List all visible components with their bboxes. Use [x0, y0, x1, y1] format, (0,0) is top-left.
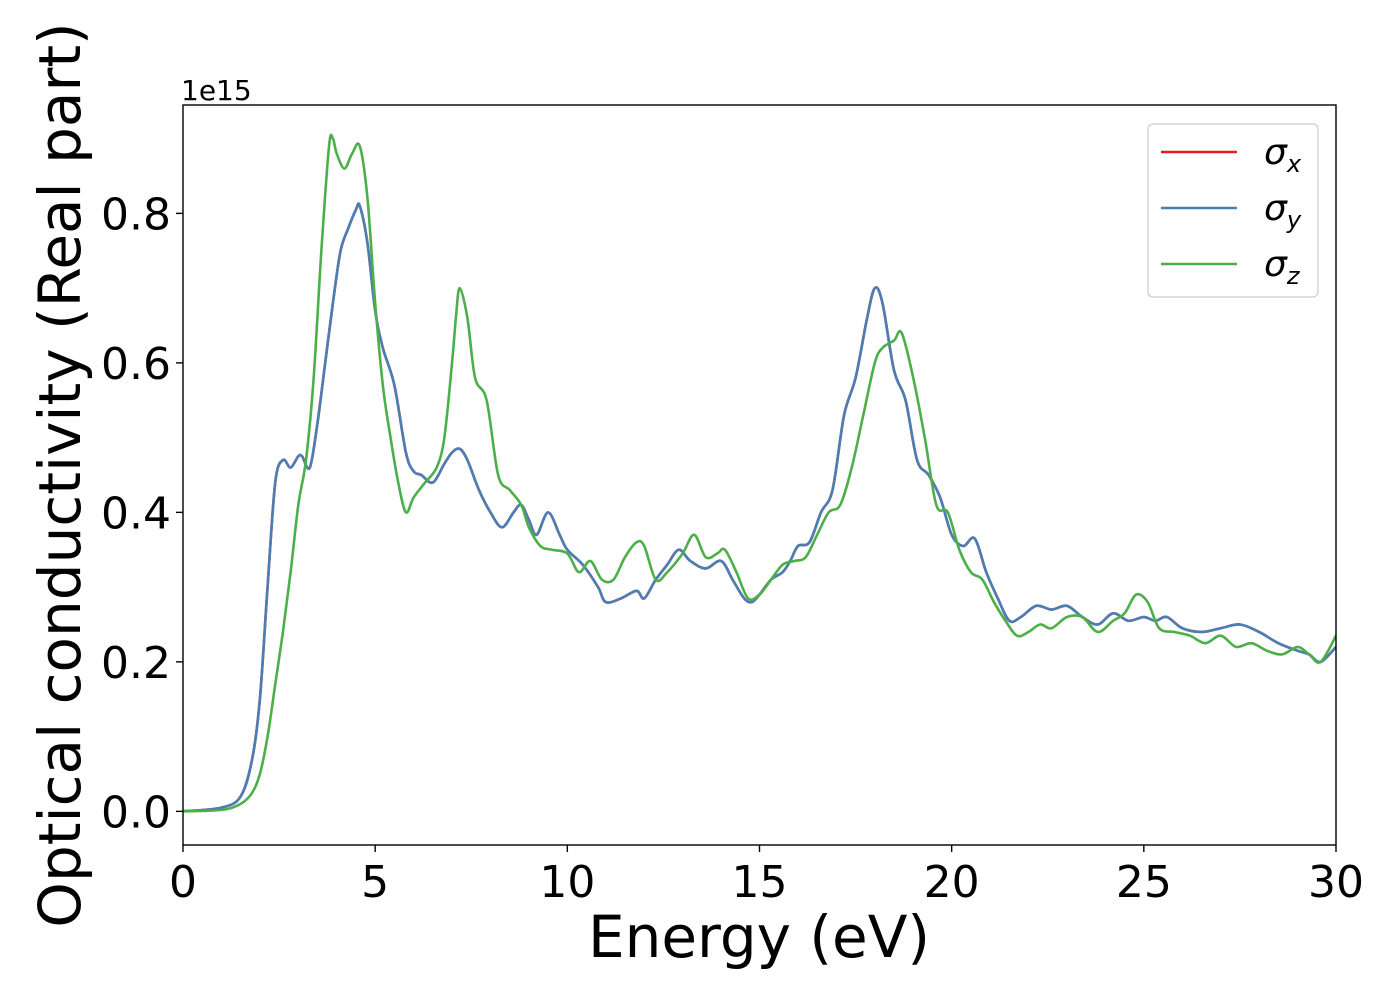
y-tick-label: 0.8	[101, 189, 171, 240]
x-tick-label: 10	[539, 857, 595, 908]
x-tick-label: 30	[1308, 857, 1364, 908]
y-axis-label: Optical conductivity (Real part)	[26, 22, 94, 927]
y-tick-label: 0.2	[101, 638, 171, 689]
series-line-z	[183, 133, 1336, 813]
legend-label-y: σy	[1264, 188, 1302, 234]
x-tick-label: 25	[1116, 857, 1172, 908]
x-tick-label: 15	[732, 857, 788, 908]
series-layer	[183, 133, 1336, 813]
x-tick-label: 0	[169, 857, 197, 908]
y-tick-label: 0.4	[101, 488, 171, 539]
y-axis: 0.0 0.2 0.4 0.6 0.8	[101, 189, 183, 838]
legend-label-x: σx	[1264, 132, 1302, 178]
legend-label-z: σz	[1264, 244, 1301, 290]
y-tick-label: 0.6	[101, 339, 171, 390]
y-tick-label: 0.0	[101, 787, 171, 838]
x-axis: 0 5 10 15 20 25 30	[169, 845, 1364, 908]
x-tick-label: 5	[361, 857, 389, 908]
legend-box	[1147, 123, 1319, 298]
series-line-y	[183, 202, 1336, 813]
y-offset-label: 1e15	[181, 74, 252, 107]
x-tick-label: 20	[924, 857, 980, 908]
legend: σx σy σz	[1147, 123, 1319, 298]
x-axis-label: Energy (eV)	[588, 903, 930, 971]
